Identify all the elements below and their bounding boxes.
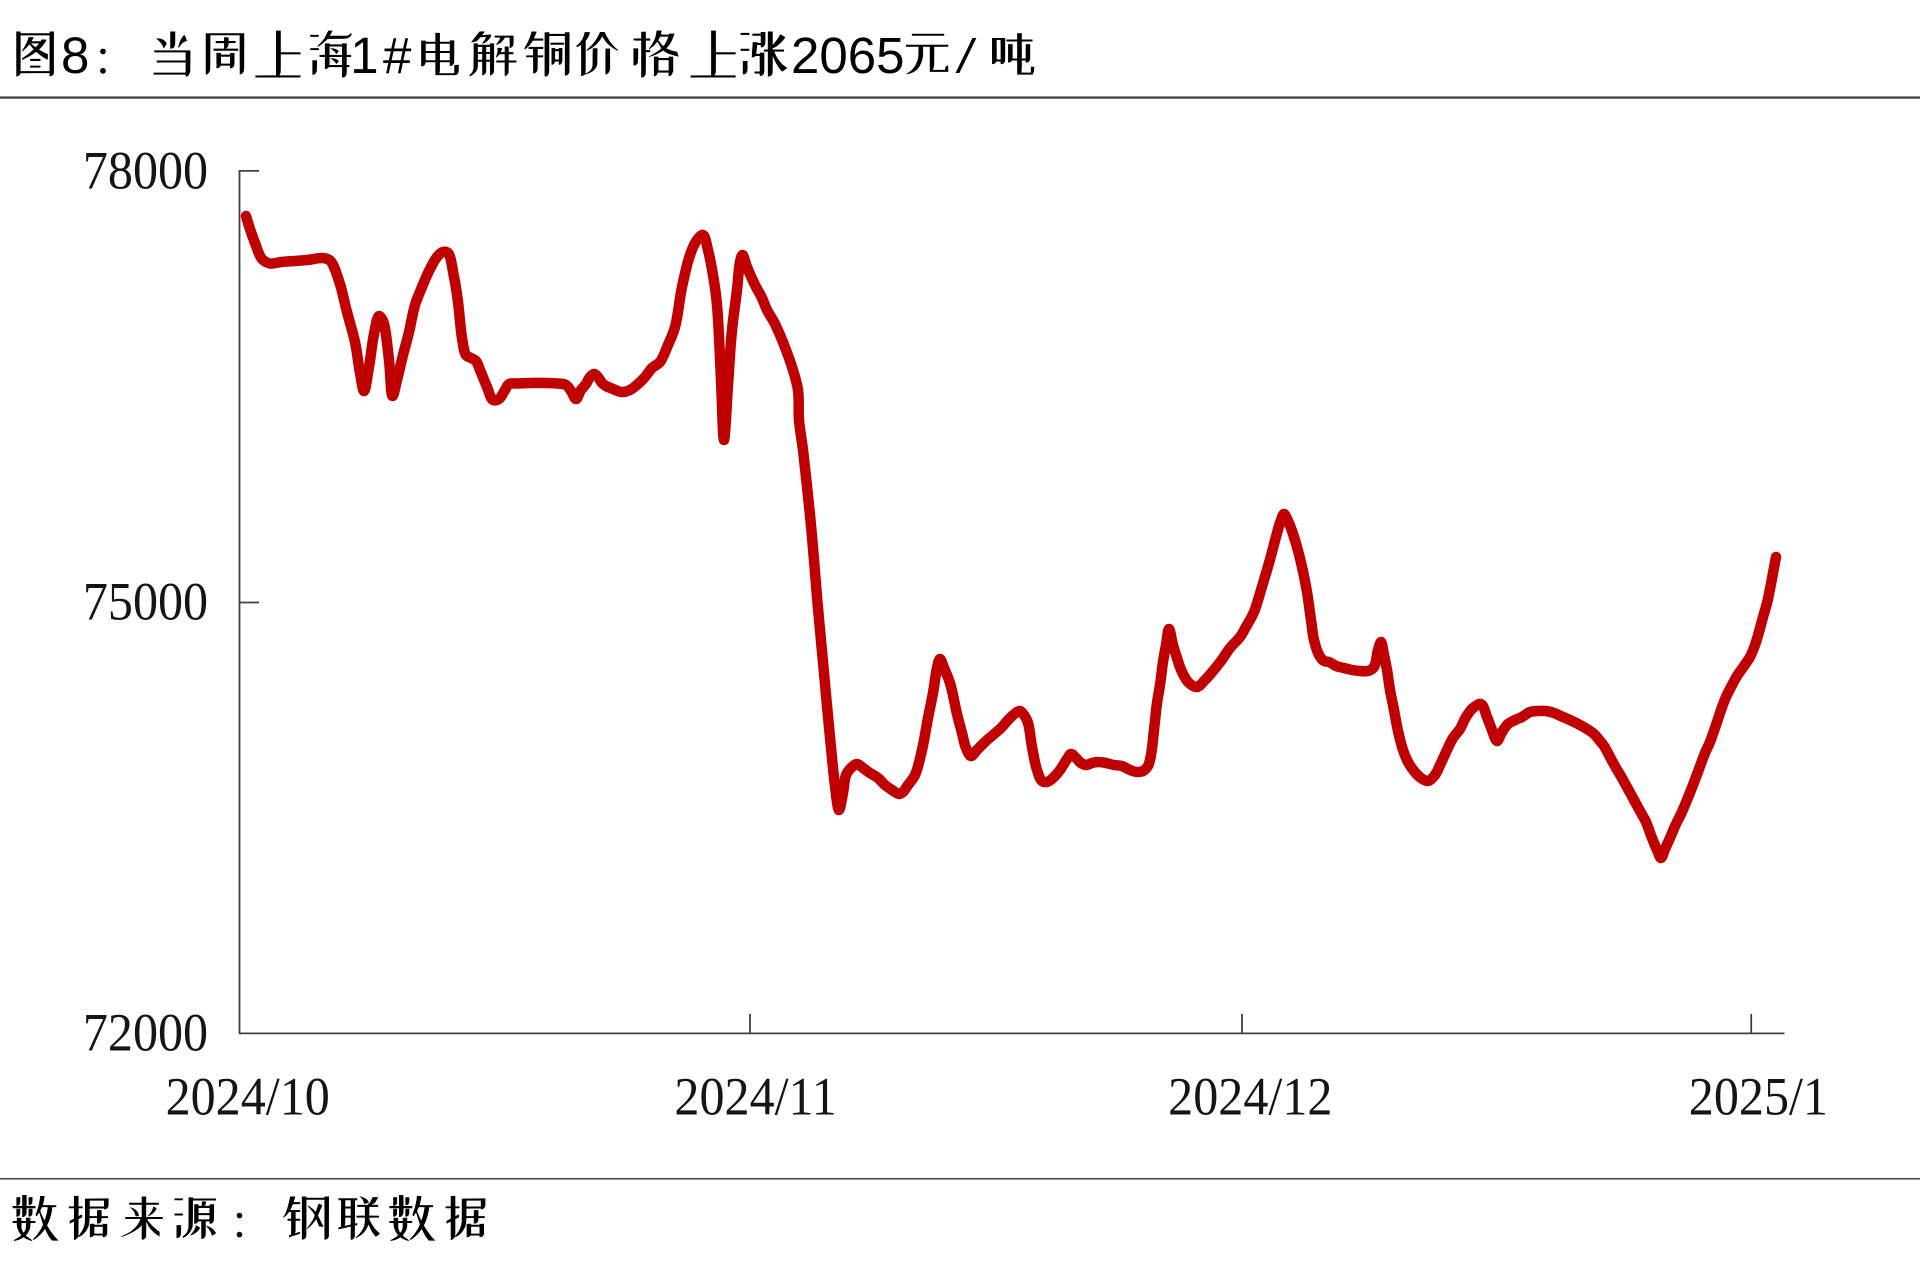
svg-text:#: # [383, 27, 412, 84]
svg-text:1: 1 [350, 27, 378, 84]
svg-text:72000: 72000 [83, 1004, 208, 1063]
svg-text:2025/1: 2025/1 [1689, 1068, 1828, 1127]
svg-text:2065: 2065 [791, 27, 904, 84]
svg-text:2024/12: 2024/12 [1168, 1068, 1332, 1127]
svg-text:2024/10: 2024/10 [166, 1068, 330, 1127]
svg-text:2024/11: 2024/11 [674, 1068, 836, 1127]
svg-text:78000: 78000 [83, 142, 208, 201]
svg-text:75000: 75000 [83, 573, 208, 632]
svg-text:8: 8 [61, 27, 89, 84]
